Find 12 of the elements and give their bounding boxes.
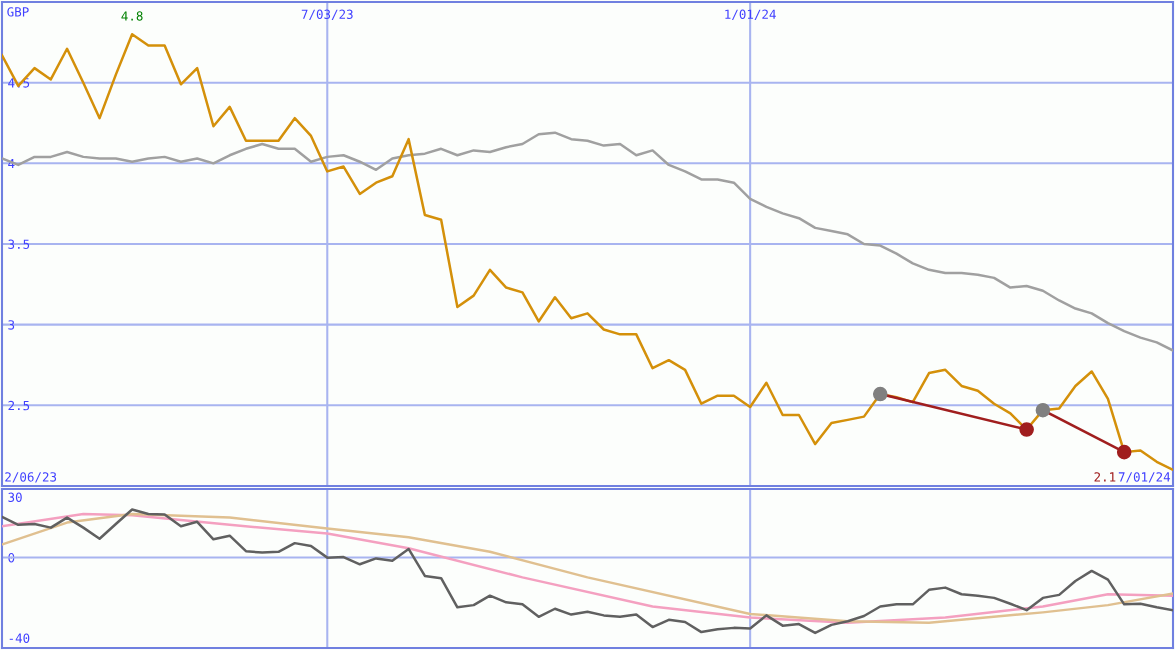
- annotation: 2.1: [1094, 472, 1116, 482]
- y-tick-label: -40: [9, 633, 30, 643]
- annotation: 2/06/23: [5, 472, 57, 483]
- annotation: 4.8: [121, 11, 143, 21]
- y-axis-title: GBP: [7, 7, 29, 17]
- y-tick-label: 30: [8, 492, 22, 503]
- annotation: 7/01/24: [1118, 472, 1171, 483]
- y-tick-label: 3: [8, 320, 15, 330]
- x-tick-label: 7/03/23: [301, 9, 353, 20]
- y-tick-label: 3.5: [8, 239, 30, 249]
- y-tick-label: 2.5: [8, 400, 30, 411]
- x-tick-label: 1/01/24: [725, 9, 776, 20]
